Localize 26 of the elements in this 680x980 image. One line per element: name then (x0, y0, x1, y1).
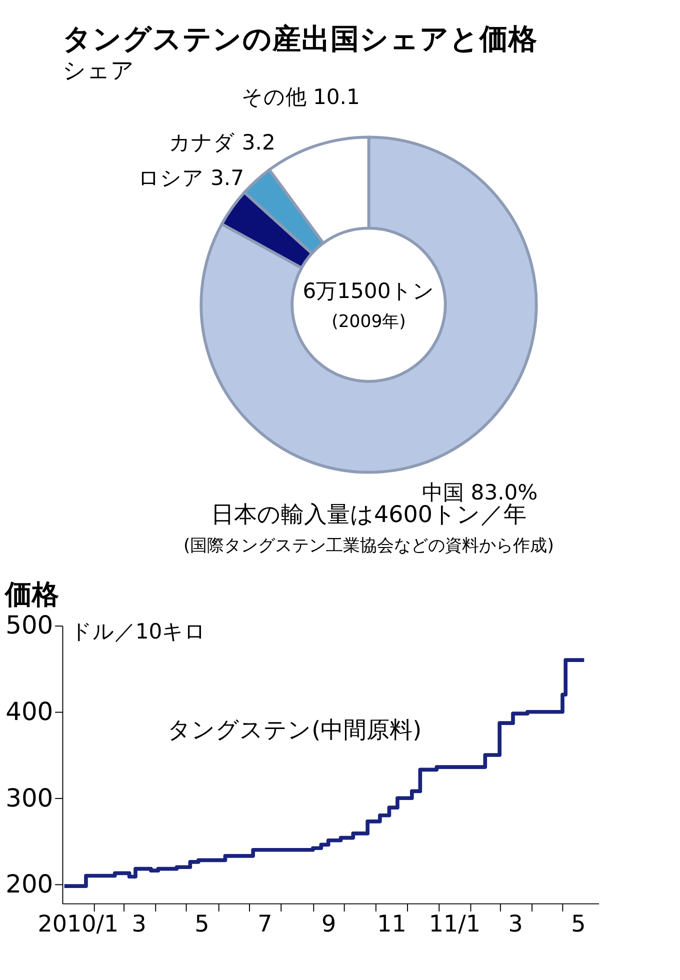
slice-label: カナダ 3.2 (169, 129, 276, 154)
x-tick-label: 3 (508, 912, 523, 938)
x-tick-label: 3 (132, 912, 146, 938)
y-tick-label: 500 (6, 610, 54, 640)
x-tick-label: 5 (571, 912, 586, 938)
x-tick-label: 9 (322, 912, 336, 938)
y-tick-label: 300 (6, 783, 54, 812)
chart-title: タングステンの産出国シェアと価格 (62, 21, 538, 56)
x-tick-label: 2010/1 (38, 912, 119, 938)
text: (2009年) (332, 312, 406, 332)
text: (国際タングステン工業協会などの資料から作成) (184, 536, 554, 556)
y-axis-title: ドル／10キロ (70, 618, 206, 644)
x-tick-label: 5 (194, 912, 210, 938)
text: 6万1500トン (302, 278, 435, 304)
series-label: タングステン(中間原料) (168, 718, 422, 744)
slice-label: 中国 83.0% (422, 479, 538, 504)
slice-label: その他 10.1 (241, 84, 360, 109)
x-tick-label: 11 (377, 912, 406, 938)
text: 日本の輸入量は4600トン／年 (211, 502, 526, 528)
x-tick-label: 11/1 (428, 912, 480, 938)
chart-subtitle: シェア (62, 58, 134, 84)
x-tick-label: 7 (258, 912, 272, 938)
chart-title: 価格 (4, 580, 60, 611)
y-tick-label: 400 (6, 696, 54, 726)
slice-label: ロシア 3.7 (138, 164, 244, 190)
y-tick-label: 200 (6, 870, 54, 899)
